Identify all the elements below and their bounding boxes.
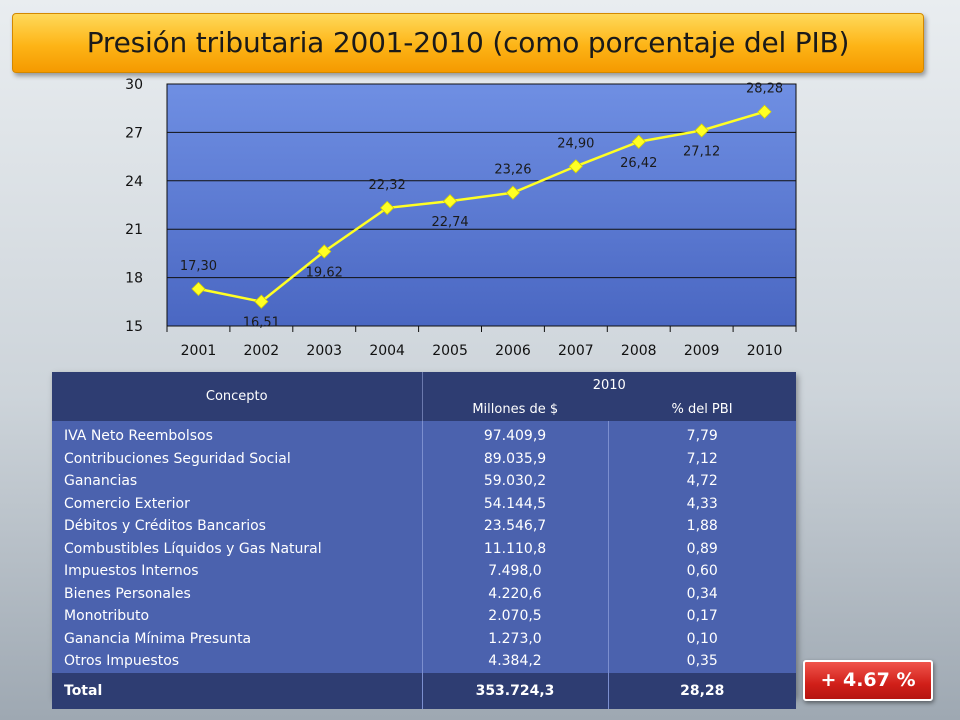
data-point xyxy=(568,159,583,174)
y-tick-label: 15 xyxy=(125,319,143,335)
cell-pct: 0,60 xyxy=(608,560,796,583)
cell-pct: 4,72 xyxy=(608,470,796,493)
x-tick-label: 2003 xyxy=(306,343,342,359)
x-tick-label: 2006 xyxy=(495,343,531,359)
total-pct: 28,28 xyxy=(608,672,796,709)
y-tick-label: 21 xyxy=(125,222,143,238)
x-tick-label: 2005 xyxy=(432,343,468,359)
cell-concept: Otros Impuestos xyxy=(52,650,423,673)
table-row: Débitos y Créditos Bancarios 23.546,7 1,… xyxy=(52,515,796,538)
data-label: 22,32 xyxy=(369,178,406,193)
x-tick-label: 2004 xyxy=(369,343,405,359)
cell-pct: 0,17 xyxy=(608,605,796,628)
table-row: Combustibles Líquidos y Gas Natural 11.1… xyxy=(52,537,796,560)
data-label: 28,28 xyxy=(746,82,783,97)
cell-millions: 89.035,9 xyxy=(422,447,609,470)
cell-millions: 2.070,5 xyxy=(422,605,609,628)
data-point xyxy=(757,104,772,119)
cell-pct: 0,35 xyxy=(608,650,796,673)
data-label: 24,90 xyxy=(557,136,594,151)
cell-millions: 4.220,6 xyxy=(422,582,609,605)
table-row: IVA Neto Reembolsos 97.409,9 7,79 xyxy=(52,421,796,448)
cell-pct: 7,79 xyxy=(608,421,796,448)
cell-concept: Impuestos Internos xyxy=(52,560,423,583)
data-point xyxy=(380,200,395,215)
table-row: Monotributo 2.070,5 0,17 xyxy=(52,605,796,628)
data-label: 17,30 xyxy=(180,259,217,274)
cell-millions: 54.144,5 xyxy=(422,492,609,515)
cell-concept: IVA Neto Reembolsos xyxy=(52,421,423,448)
header-concept: Concepto xyxy=(52,372,423,421)
data-point xyxy=(254,294,269,309)
x-tick-label: 2002 xyxy=(244,343,280,359)
cell-pct: 0,10 xyxy=(608,627,796,650)
data-label: 27,12 xyxy=(683,144,720,159)
data-point xyxy=(631,134,646,149)
cell-pct: 1,88 xyxy=(608,515,796,538)
growth-badge: + 4.67 % xyxy=(803,660,933,701)
data-label: 19,62 xyxy=(306,265,343,280)
tax-table: Concepto 2010 Millones de $ % del PBI IV… xyxy=(52,372,796,709)
table-row: Bienes Personales 4.220,6 0,34 xyxy=(52,582,796,605)
title-banner: Presión tributaria 2001-2010 (como porce… xyxy=(12,13,924,73)
data-point xyxy=(191,281,206,296)
data-point xyxy=(694,123,709,138)
cell-millions: 4.384,2 xyxy=(422,650,609,673)
cell-millions: 59.030,2 xyxy=(422,470,609,493)
cell-concept: Comercio Exterior xyxy=(52,492,423,515)
table-row: Ganancia Mínima Presunta 1.273,0 0,10 xyxy=(52,627,796,650)
cell-millions: 23.546,7 xyxy=(422,515,609,538)
line-chart: 15 18 21 24 27 30 2001 2002 2003 2004 2005 2006 2007… xyxy=(125,77,797,359)
cell-millions: 11.110,8 xyxy=(422,537,609,560)
cell-millions: 97.409,9 xyxy=(422,421,609,448)
data-point xyxy=(317,244,332,259)
table-body: IVA Neto Reembolsos 97.409,9 7,79 Contri… xyxy=(52,421,796,709)
table-row: Otros Impuestos 4.384,2 0,35 xyxy=(52,650,796,673)
plot-area xyxy=(166,83,797,327)
cell-pct: 0,89 xyxy=(608,537,796,560)
data-label: 22,74 xyxy=(431,215,468,230)
total-label: Total xyxy=(52,672,423,709)
cell-concept: Débitos y Créditos Bancarios xyxy=(52,515,423,538)
cell-concept: Monotributo xyxy=(52,605,423,628)
cell-millions: 7.498,0 xyxy=(422,560,609,583)
cell-concept: Bienes Personales xyxy=(52,582,423,605)
data-point xyxy=(505,185,521,200)
cell-pct: 0,34 xyxy=(608,582,796,605)
data-label: 23,26 xyxy=(494,163,531,178)
table-row: Ganancias 59.030,2 4,72 xyxy=(52,470,796,493)
x-tick-label: 2008 xyxy=(621,343,657,359)
x-tick-label: 2009 xyxy=(684,343,720,359)
table-row: Impuestos Internos 7.498,0 0,60 xyxy=(52,560,796,583)
table-row: Contribuciones Seguridad Social 89.035,9… xyxy=(52,447,796,470)
total-row: Total 353.724,3 28,28 xyxy=(52,672,796,709)
cell-concept: Combustibles Líquidos y Gas Natural xyxy=(52,537,423,560)
data-point xyxy=(442,194,458,209)
header-pct: % del PBI xyxy=(608,397,796,421)
y-tick-label: 27 xyxy=(125,125,143,141)
total-millions: 353.724,3 xyxy=(422,672,609,709)
cell-pct: 7,12 xyxy=(608,447,796,470)
cell-concept: Ganancia Mínima Presunta xyxy=(52,627,423,650)
data-label: 16,51 xyxy=(243,316,280,331)
y-tick-label: 30 xyxy=(125,77,143,93)
x-tick-label: 2007 xyxy=(558,343,594,359)
cell-concept: Ganancias xyxy=(52,470,423,493)
header-year: 2010 xyxy=(422,372,796,397)
y-tick-label: 18 xyxy=(125,271,143,287)
series-line xyxy=(198,110,765,303)
cell-pct: 4,33 xyxy=(608,492,796,515)
x-tick-label: 2010 xyxy=(747,343,783,359)
y-tick-label: 24 xyxy=(125,174,143,190)
table-row: Comercio Exterior 54.144,5 4,33 xyxy=(52,492,796,515)
slide-title: Presión tributaria 2001-2010 (como porce… xyxy=(86,26,850,59)
x-tick-label: 2001 xyxy=(181,343,217,359)
cell-concept: Contribuciones Seguridad Social xyxy=(52,447,423,470)
cell-millions: 1.273,0 xyxy=(422,627,609,650)
header-millions: Millones de $ xyxy=(422,397,608,421)
data-label: 26,42 xyxy=(620,156,657,171)
